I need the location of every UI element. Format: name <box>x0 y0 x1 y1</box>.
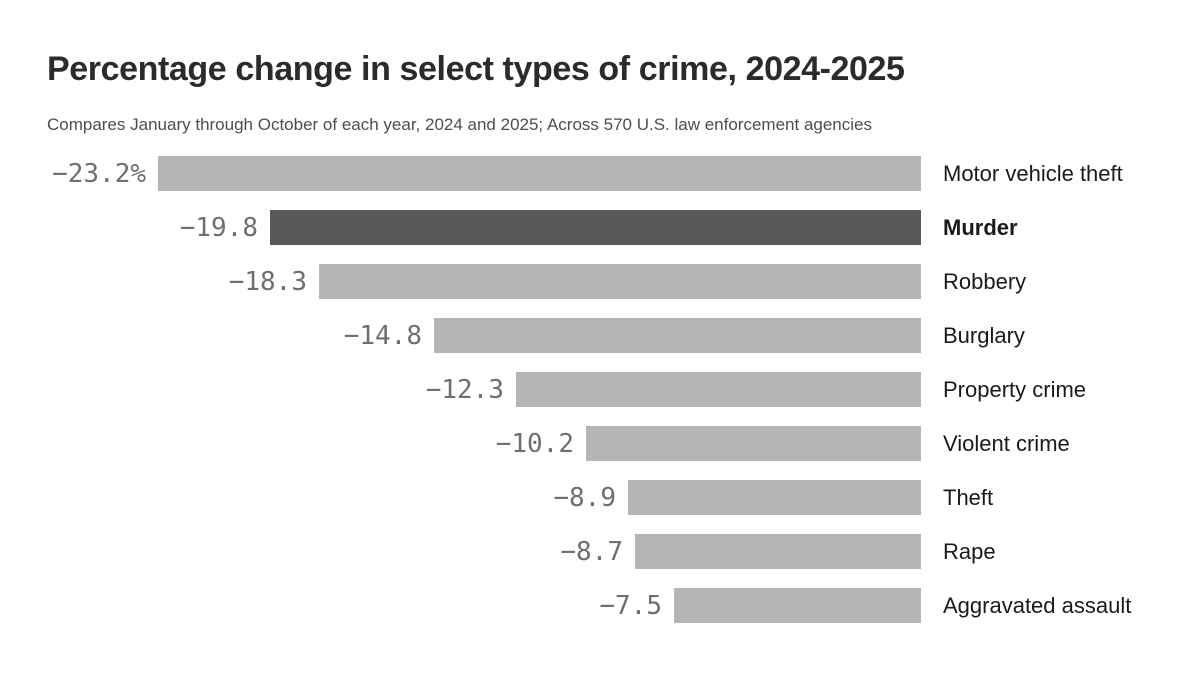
chart-row-robbery: −18.3 Robbery <box>47 264 1131 299</box>
bar-property-crime <box>516 372 921 407</box>
chart-row-murder: −19.8 Murder <box>47 210 1131 245</box>
category-label-theft: Theft <box>943 484 994 510</box>
chart-row-aggravated-assault: −7.5 Aggravated assault <box>47 588 1131 623</box>
category-label-robbery: Robbery <box>943 268 1027 294</box>
bar-burglary <box>434 318 921 353</box>
category-label-murder: Murder <box>943 214 1018 240</box>
value-label-property-crime: −12.3 <box>425 374 504 405</box>
bar-robbery <box>319 264 921 299</box>
category-label-motor-vehicle-theft: Motor vehicle theft <box>943 160 1123 186</box>
category-label-property-crime: Property crime <box>943 376 1087 402</box>
chart-title: Percentage change in select types of cri… <box>47 50 905 88</box>
category-label-rape: Rape <box>943 538 996 564</box>
value-label-rape: −8.7 <box>560 536 623 567</box>
value-label-murder: −19.8 <box>179 212 258 243</box>
bar-zone-burglary: −14.8 <box>47 318 921 353</box>
chart-row-violent-crime: −10.2 Violent crime <box>47 426 1131 461</box>
chart-subtitle: Compares January through October of each… <box>47 115 872 134</box>
category-label-aggravated-assault: Aggravated assault <box>943 592 1132 618</box>
chart-row-theft: −8.9 Theft <box>47 480 1131 515</box>
bar-zone-violent-crime: −10.2 <box>47 426 921 461</box>
bar-rape <box>635 534 921 569</box>
bar-zone-murder: −19.8 <box>47 210 921 245</box>
chart-row-burglary: −14.8 Burglary <box>47 318 1131 353</box>
value-label-violent-crime: −10.2 <box>495 428 574 459</box>
bar-theft <box>628 480 921 515</box>
category-label-violent-crime: Violent crime <box>943 430 1070 456</box>
value-label-theft: −8.9 <box>553 482 616 513</box>
bar-aggravated-assault <box>674 588 921 623</box>
bar-zone-motor-vehicle-theft: −23.2% <box>47 156 921 191</box>
bar-violent-crime <box>586 426 921 461</box>
bar-zone-theft: −8.9 <box>47 480 921 515</box>
value-label-burglary: −14.8 <box>343 320 422 351</box>
chart-row-property-crime: −12.3 Property crime <box>47 372 1131 407</box>
bar-murder <box>270 210 921 245</box>
bar-zone-rape: −8.7 <box>47 534 921 569</box>
chart-row-rape: −8.7 Rape <box>47 534 1131 569</box>
bar-zone-aggravated-assault: −7.5 <box>47 588 921 623</box>
value-label-motor-vehicle-theft: −23.2% <box>52 158 146 189</box>
bar-chart: −23.2% Motor vehicle theft −19.8 Murder −18.… <box>47 156 1131 642</box>
bar-motor-vehicle-theft <box>158 156 921 191</box>
value-label-robbery: −18.3 <box>228 266 307 297</box>
bar-zone-property-crime: −12.3 <box>47 372 921 407</box>
value-label-aggravated-assault: −7.5 <box>599 590 662 621</box>
bar-zone-robbery: −18.3 <box>47 264 921 299</box>
chart-row-motor-vehicle-theft: −23.2% Motor vehicle theft <box>47 156 1131 191</box>
category-label-burglary: Burglary <box>943 322 1025 348</box>
